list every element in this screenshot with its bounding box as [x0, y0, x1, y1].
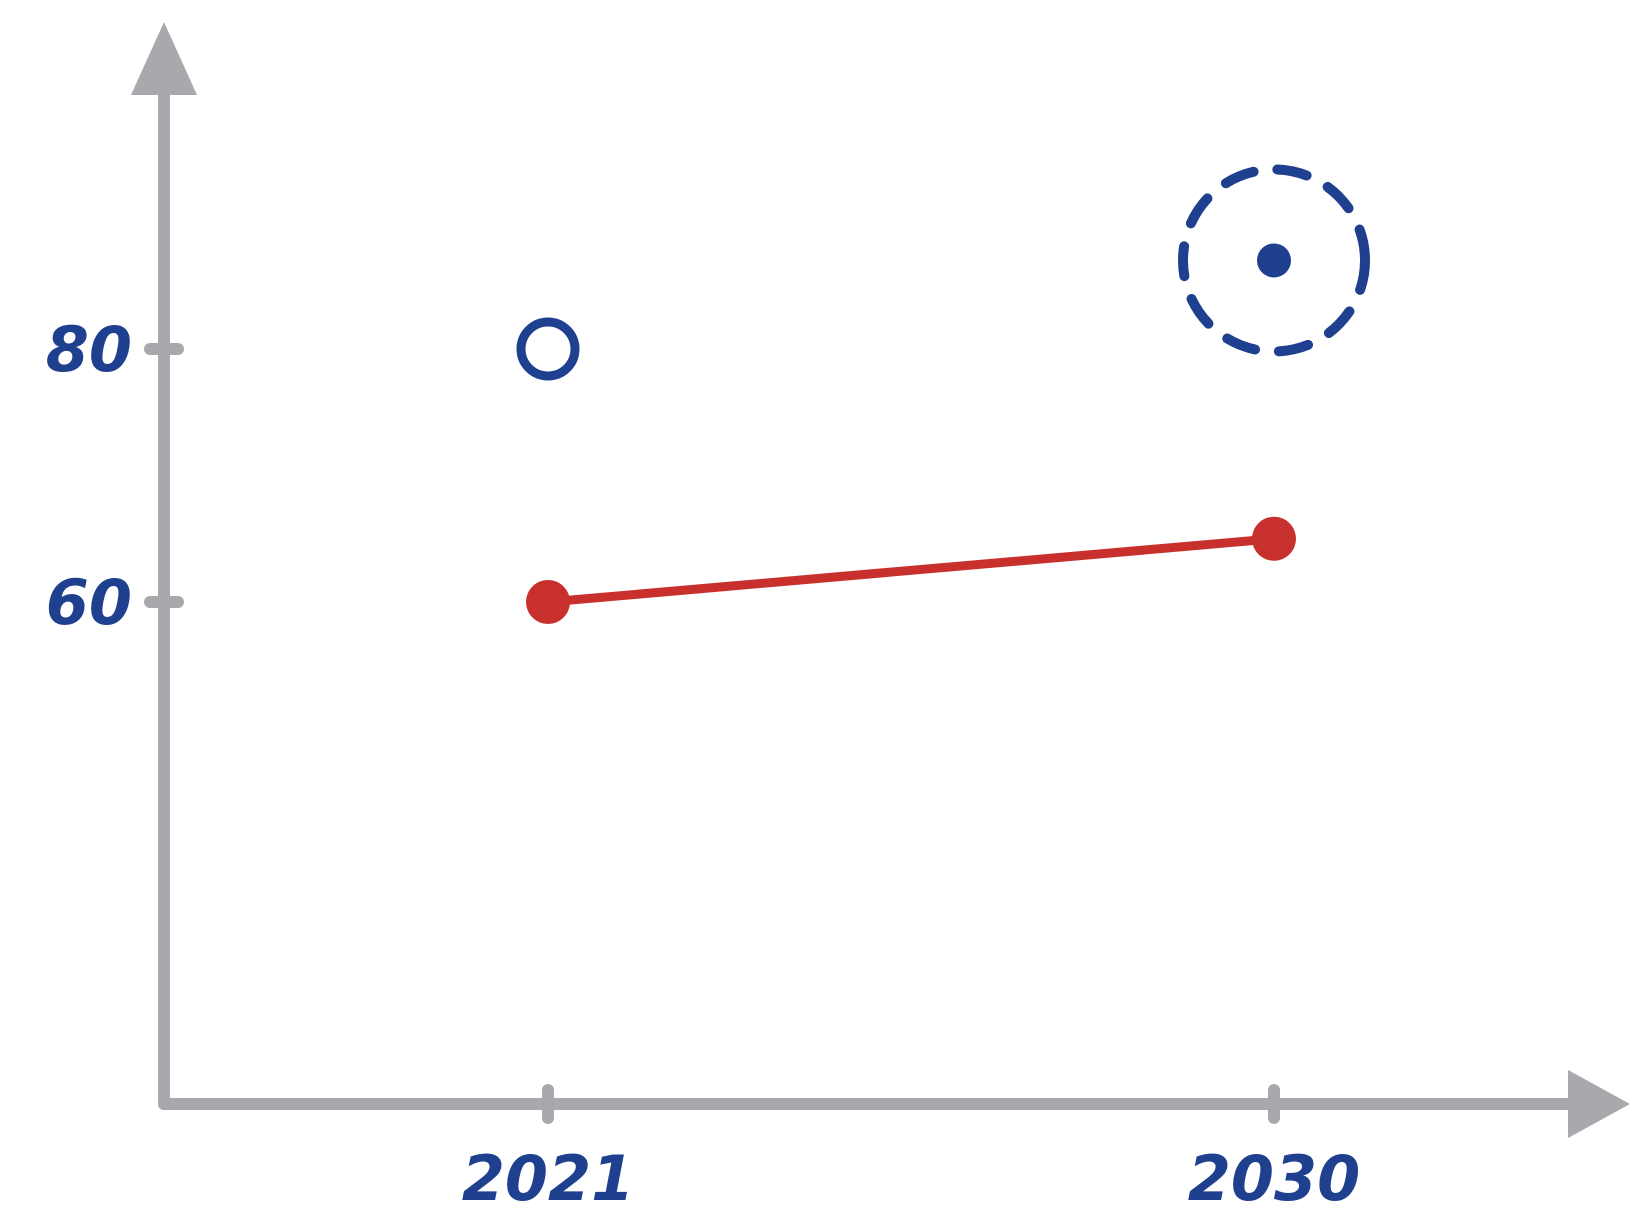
series-line-0 — [543, 534, 1279, 607]
x-tick-label-2021: 2021 — [462, 1142, 635, 1215]
y-tick-label-80: 80 — [46, 313, 132, 386]
y-axis-arrowhead — [131, 22, 197, 95]
dashed-circle-marker-2030 — [1178, 164, 1370, 357]
series-point-2030 — [1252, 516, 1296, 561]
ticks — [144, 343, 1280, 1124]
y-tick-label-60: 60 — [46, 566, 132, 639]
open-circle-marker-2021 — [516, 317, 580, 381]
center-dot-marker-2030 — [1257, 243, 1291, 278]
axes — [131, 22, 1630, 1138]
series-layer — [526, 516, 1296, 624]
marker-layer — [516, 164, 1370, 381]
x-axis-arrowhead — [1568, 1070, 1630, 1138]
series-point-2021 — [526, 580, 570, 624]
x-tick-label-2030: 2030 — [1188, 1142, 1361, 1215]
tick-labels: 60 80 2021 2030 — [46, 313, 1361, 1215]
